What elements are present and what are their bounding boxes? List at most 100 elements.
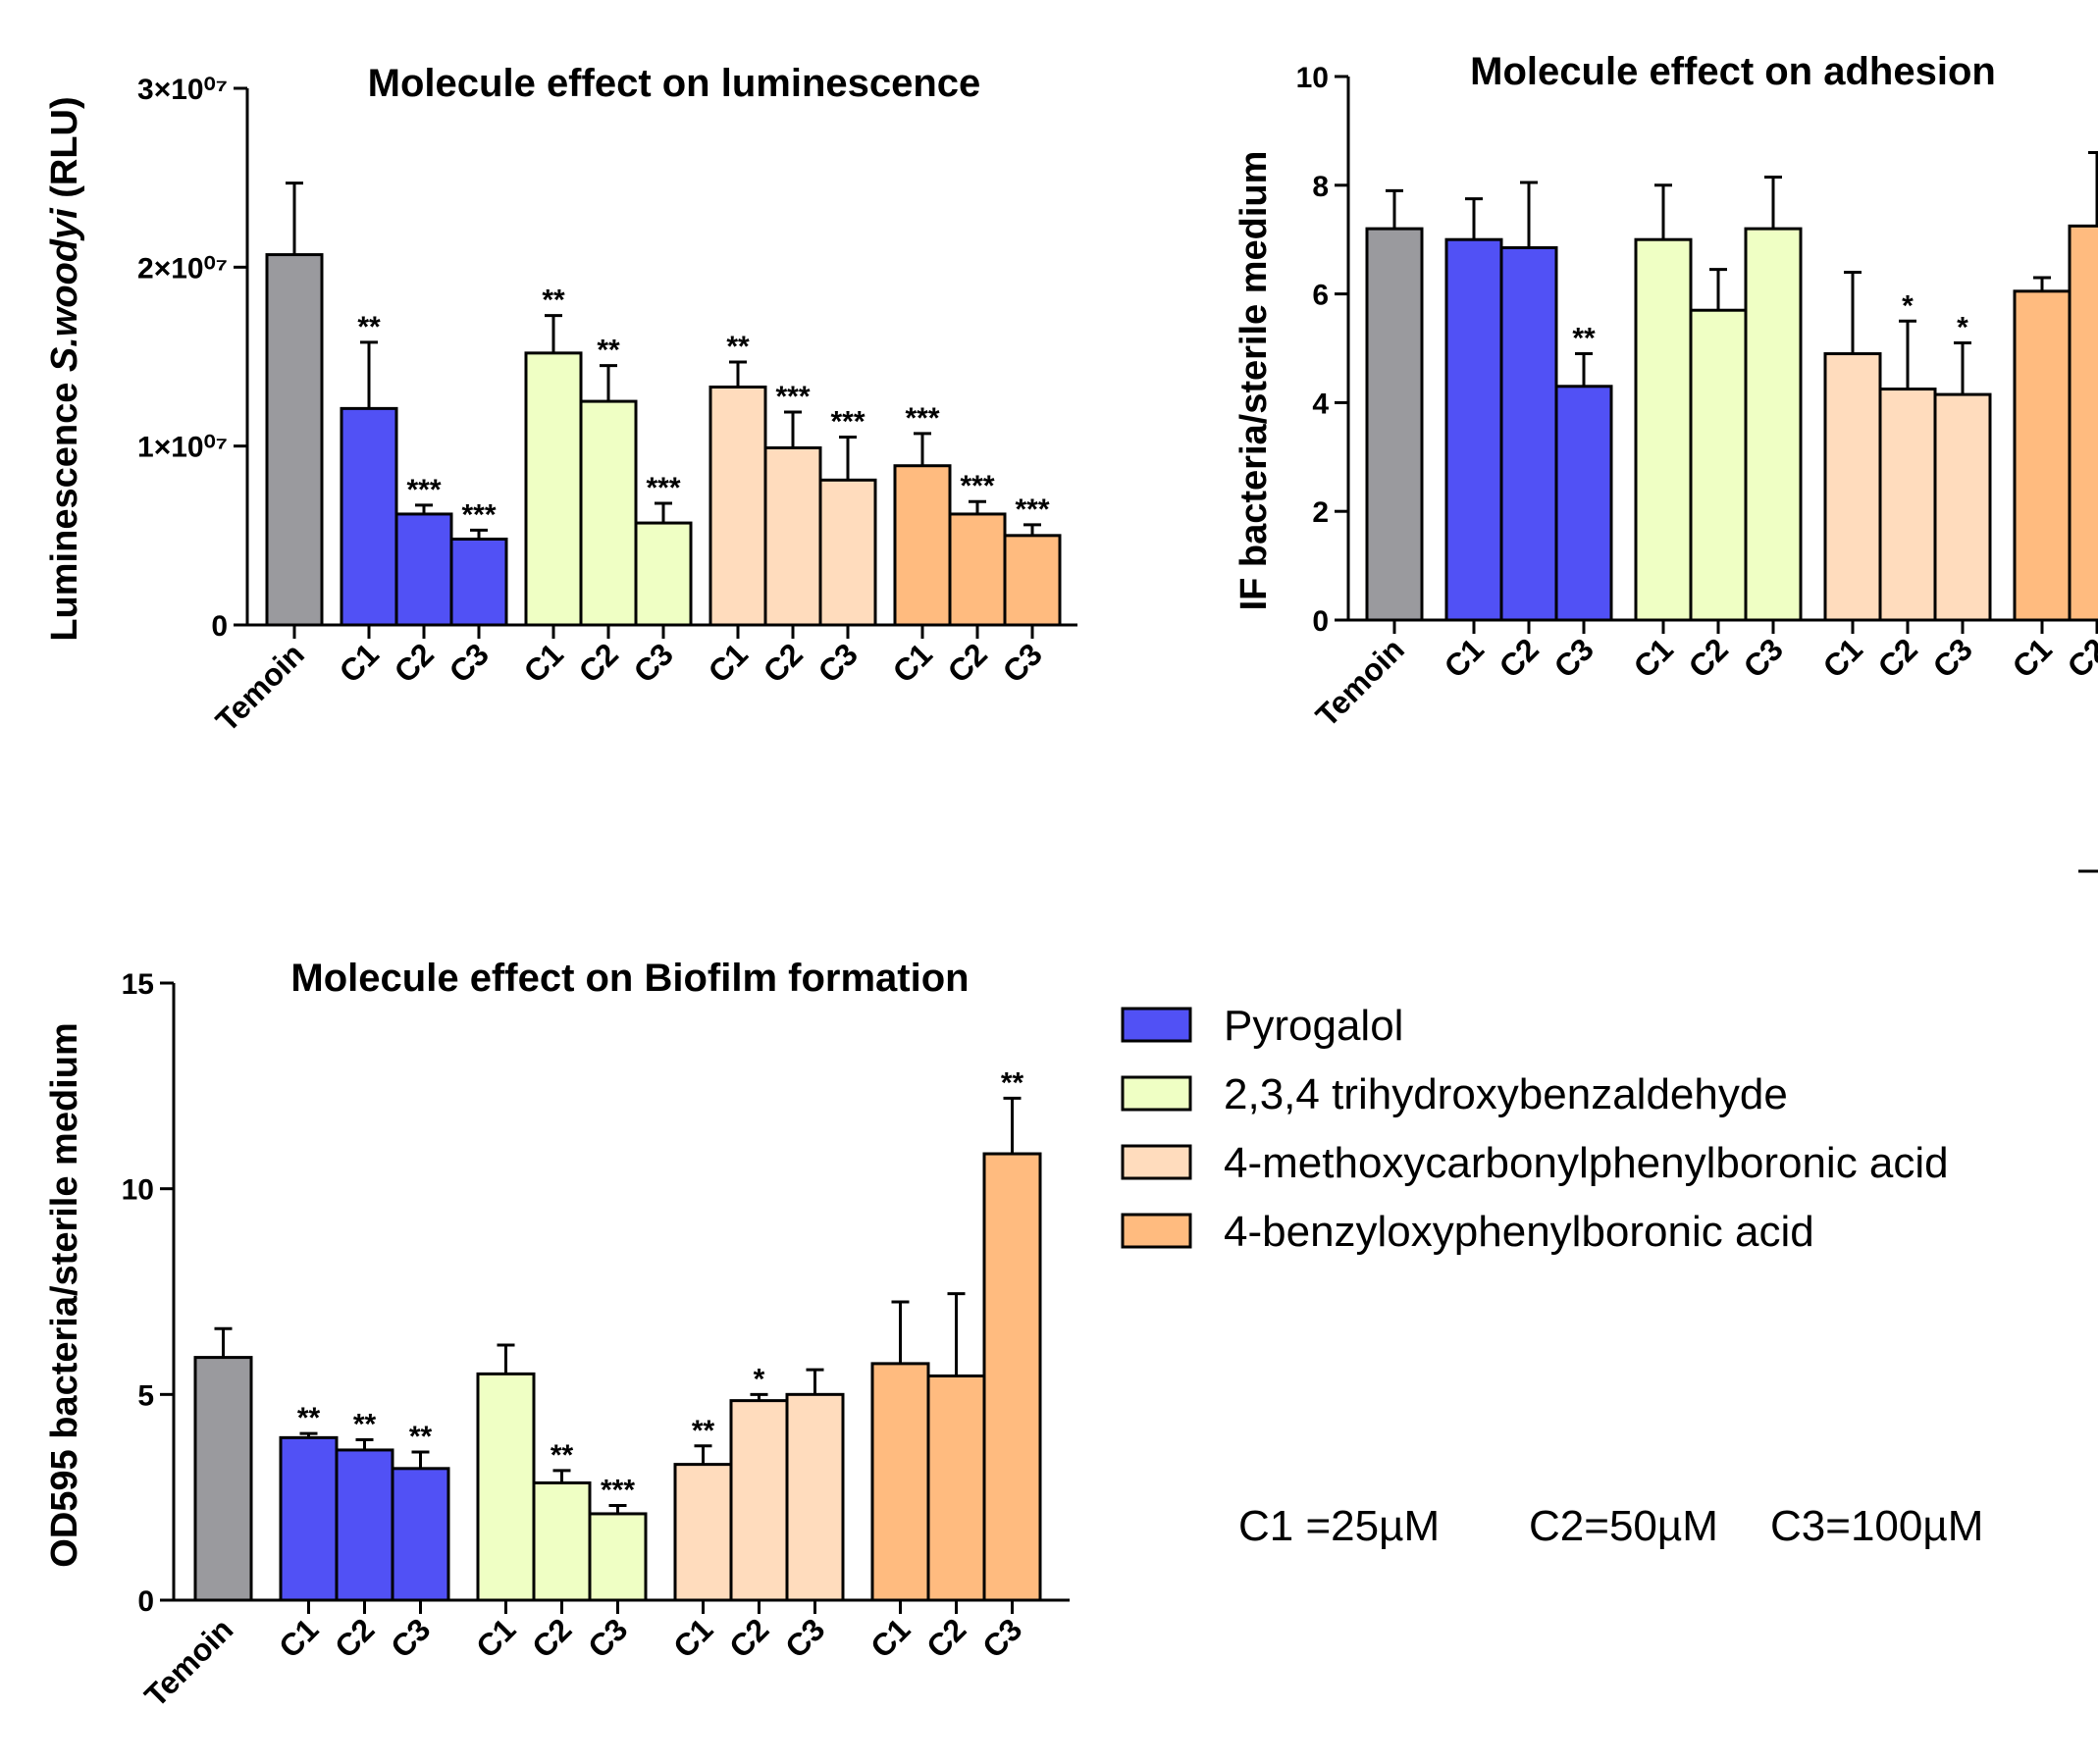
bar [1878, 388, 1937, 622]
bar [193, 1356, 253, 1602]
x-tick-label: C1 [886, 636, 939, 689]
bar [1744, 227, 1803, 622]
bar [391, 1467, 450, 1602]
legend-label: 2,3,4 trihydroxybenzaldehyde [1224, 1070, 1788, 1118]
bar [394, 512, 453, 627]
x-tick-label: C1 [1816, 631, 1869, 684]
chart-title: Molecule effect on adhesion [1470, 50, 1996, 93]
bar [763, 445, 822, 627]
bar [818, 478, 877, 627]
y-tick-label: 8 [1312, 171, 1329, 203]
x-tick-label: C1 [333, 636, 386, 689]
bar [279, 1435, 339, 1602]
bar [708, 385, 767, 627]
significance-label: ** [692, 1415, 715, 1447]
legend-label: 4-methoxycarbonylphenylboronic acid [1224, 1139, 1949, 1187]
bar [1634, 237, 1693, 622]
chart-title: Molecule effect on luminescence [368, 62, 981, 105]
chart-luminescence: Molecule effect on luminescence Luminesc… [44, 62, 1077, 739]
x-tick-label: C2 [757, 636, 810, 689]
significance-label: ** [1001, 1066, 1024, 1099]
x-tick-label: C2 [2061, 631, 2098, 684]
y-tick-label: 0 [1312, 605, 1329, 638]
y-tick-label: 1×10⁰⁷ [137, 432, 228, 464]
x-tick-label: C2 [1493, 631, 1546, 684]
bar [524, 351, 583, 627]
y-axis-label: IF bacteria/sterile medium [1233, 151, 1275, 611]
significance-label: ** [297, 1402, 321, 1434]
x-tick-label: C2 [722, 1611, 775, 1664]
x-tick-label: C2 [525, 1611, 578, 1664]
x-tick-label: C2 [1682, 631, 1735, 684]
bar [982, 1152, 1042, 1602]
bar [1365, 227, 1424, 622]
x-tick-label: C3 [778, 1611, 831, 1664]
bar [948, 512, 1007, 627]
bar [1554, 385, 1613, 622]
legend: Pyrogalol 2,3,4 trihydroxybenzaldehyde 4-m… [1121, 1002, 1949, 1256]
significance-label: * [1902, 289, 1914, 322]
significance-label: ** [542, 285, 565, 317]
bar [926, 1374, 986, 1602]
x-tick-label: C3 [1926, 631, 1979, 684]
significance-label: *** [646, 472, 680, 504]
significance-label: *** [960, 470, 994, 502]
x-tick-label: C1 [469, 1611, 522, 1664]
bar [634, 521, 693, 627]
significance-label: ** [409, 1421, 433, 1453]
y-axis-label: OD595 bacteria/sterile medium [44, 1022, 85, 1567]
chart-biofilm: Molecule effect on Biofilm formation OD5… [44, 957, 1070, 1714]
significance-label: ** [726, 331, 750, 363]
x-tick-label: C3 [443, 636, 496, 689]
x-tick-label: C3 [812, 636, 865, 689]
x-tick-label: C1 [272, 1611, 325, 1664]
bar [449, 537, 508, 627]
significance-label: ** [1572, 323, 1596, 355]
legend-swatch [1121, 1213, 1192, 1249]
bar [1444, 237, 1503, 622]
bar [1003, 534, 1062, 627]
x-tick-label: C3 [975, 1611, 1028, 1664]
x-tick-label: C3 [996, 636, 1049, 689]
x-tick-label: C1 [666, 1611, 719, 1664]
bar [476, 1372, 536, 1602]
bar [588, 1512, 648, 1602]
bar [893, 464, 952, 627]
x-tick-label: C3 [1737, 631, 1790, 684]
bar [785, 1392, 845, 1602]
x-tick-label: C1 [1438, 631, 1491, 684]
bar [265, 253, 324, 627]
legend-swatch [1121, 1075, 1192, 1112]
concentration-c2: C2=50µM [1529, 1502, 1718, 1550]
x-tick-label: Temoin [137, 1611, 239, 1713]
bar [1823, 352, 1882, 622]
plot-area: 0 1×10⁰⁷ 2×10⁰⁷ 3×10⁰⁷ Temoin C1 ** C2 *** C3 *** C… [137, 74, 1077, 739]
bar [1499, 246, 1558, 622]
significance-label: *** [1015, 493, 1049, 526]
x-tick-label: Temoin [209, 636, 311, 738]
y-tick-label: 0 [137, 1585, 154, 1618]
y-tick-label: 2×10⁰⁷ [137, 252, 228, 285]
x-tick-label: C3 [384, 1611, 437, 1664]
y-tick-label: 4 [1312, 388, 1329, 420]
x-tick-label: C1 [1627, 631, 1680, 684]
bar [870, 1362, 930, 1602]
x-tick-label: C2 [572, 636, 625, 689]
significance-label: *** [830, 406, 865, 439]
plot-area: 0246810TemoinC1C2C3**C1C2C3C1C2*C3*C1C2C… [1296, 62, 2098, 734]
y-tick-label: 6 [1312, 280, 1329, 312]
significance-label: ** [551, 1439, 574, 1472]
bar [673, 1463, 733, 1602]
bar [335, 1448, 394, 1602]
bar [1689, 308, 1748, 622]
significance-label: * [1957, 311, 1968, 343]
x-tick-label: C2 [388, 636, 441, 689]
legend-swatch [1121, 1144, 1192, 1180]
y-tick-label: 0 [211, 610, 228, 643]
significance-label: *** [406, 474, 441, 506]
legend-label: Pyrogalol [1224, 1002, 1403, 1050]
significance-label: *** [905, 402, 939, 435]
y-tick-label: 10 [122, 1174, 154, 1207]
